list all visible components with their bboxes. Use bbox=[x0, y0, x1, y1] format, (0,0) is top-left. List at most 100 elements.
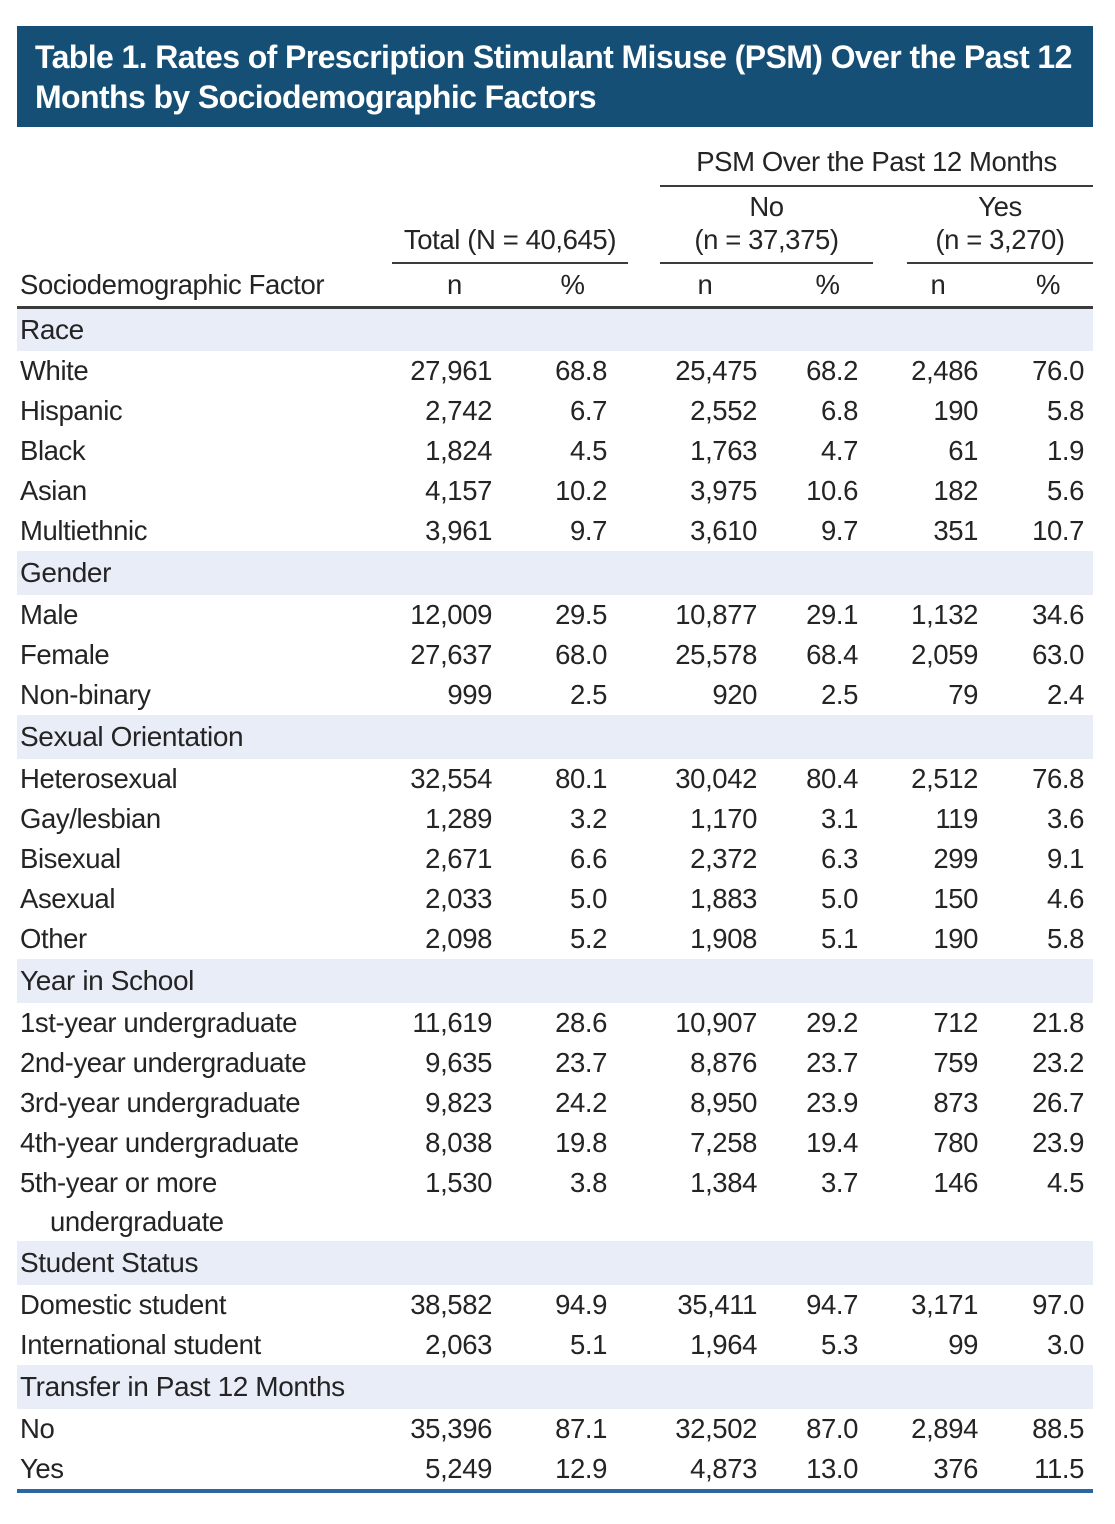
no-group-n: (n = 37,375) bbox=[694, 224, 839, 255]
factor-label: Asian bbox=[20, 475, 87, 506]
no-pct-cell: 6.8 bbox=[820, 395, 858, 426]
total-n-cell: 2,671 bbox=[425, 843, 492, 874]
no-pct-cell: 29.2 bbox=[806, 1007, 858, 1038]
factor-cell: White bbox=[17, 351, 392, 391]
factor-label: 1st-year undergraduate bbox=[20, 1007, 298, 1038]
yes-group-header: Yes (n = 3,270) bbox=[873, 187, 1093, 264]
yes-pct-cell: 63.0 bbox=[1032, 639, 1084, 670]
no-pct-cell: 10.6 bbox=[806, 475, 858, 506]
total-n-cell: 27,961 bbox=[410, 355, 492, 386]
yes-n-cell: 351 bbox=[933, 515, 978, 546]
total-n-cell: 2,098 bbox=[425, 923, 492, 954]
yes-n-cell: 376 bbox=[933, 1453, 978, 1484]
stat-header-row: Sociodemographic Factor n % n % n % bbox=[17, 264, 1093, 309]
factor-cell: 2nd-year undergraduate bbox=[17, 1043, 392, 1083]
yes-pct-cell: 9.1 bbox=[1046, 843, 1084, 874]
factor-cell: Other bbox=[17, 919, 392, 959]
total-n-cell: 38,582 bbox=[410, 1289, 492, 1320]
factor-label: 5th-year or more bbox=[20, 1167, 217, 1198]
no-pct-cell: 23.7 bbox=[806, 1047, 858, 1078]
total-pct-cell: 6.6 bbox=[569, 843, 607, 874]
total-n-cell: 11,619 bbox=[412, 1007, 492, 1038]
table-row-sexual-orientation-0: Heterosexual 32,554 80.1 30,042 80.4 2,512 76.… bbox=[17, 759, 1093, 799]
total-n-cell: 1,289 bbox=[425, 803, 492, 834]
total-n-cell: 35,396 bbox=[410, 1413, 492, 1444]
no-group-rule: No (n = 37,375) bbox=[660, 190, 873, 264]
factor-label: Asexual bbox=[20, 883, 116, 914]
no-n-cell: 30,042 bbox=[675, 763, 757, 794]
yes-pct-cell: 3.0 bbox=[1046, 1329, 1084, 1360]
yes-pct-cell: 23.2 bbox=[1032, 1047, 1084, 1078]
yes-pct-cell: 5.6 bbox=[1046, 475, 1084, 506]
total-n-cell: 5,249 bbox=[425, 1453, 492, 1484]
table-row-race-3: Asian 4,157 10.2 3,975 10.6 182 5.6 bbox=[17, 471, 1093, 511]
yes-pct-cell: 11.5 bbox=[1034, 1453, 1084, 1484]
total-n-cell: 27,637 bbox=[410, 639, 492, 670]
total-pct-cell: 80.1 bbox=[555, 763, 607, 794]
no-pct-cell: 4.7 bbox=[820, 435, 858, 466]
group-header-row: Total (N = 40,645) No (n = 37,375) Yes (… bbox=[17, 187, 1093, 264]
no-n-cell: 3,610 bbox=[690, 515, 757, 546]
table-row-gender-1: Female 27,637 68.0 25,578 68.4 2,059 63.0 bbox=[17, 635, 1093, 675]
total-n-header: n bbox=[392, 264, 497, 309]
total-pct-cell: 9.7 bbox=[569, 515, 607, 546]
table-row-race-1: Hispanic 2,742 6.7 2,552 6.8 190 5.8 bbox=[17, 391, 1093, 431]
factor-cell: Yes bbox=[17, 1449, 392, 1491]
total-n-cell: 4,157 bbox=[425, 475, 492, 506]
section-label: Sexual Orientation bbox=[17, 715, 1093, 759]
yes-pct-cell: 76.8 bbox=[1032, 763, 1084, 794]
table-row-sexual-orientation-4: Other 2,098 5.2 1,908 5.1 190 5.8 bbox=[17, 919, 1093, 959]
yes-n-cell: 61 bbox=[948, 435, 978, 466]
factor-cell: 1st-year undergraduate bbox=[17, 1003, 392, 1043]
factor-label: International student bbox=[20, 1329, 261, 1360]
section-label: Year in School bbox=[17, 959, 1093, 1003]
yes-pct-cell: 26.7 bbox=[1032, 1087, 1084, 1118]
total-pct-cell: 68.0 bbox=[555, 639, 607, 670]
factor-label: Gay/lesbian bbox=[20, 803, 161, 834]
no-pct-cell: 5.1 bbox=[820, 923, 858, 954]
factor-label: White bbox=[20, 355, 89, 386]
yes-pct-cell: 3.6 bbox=[1046, 803, 1084, 834]
yes-n-cell: 3,171 bbox=[911, 1289, 978, 1320]
no-pct-cell: 87.0 bbox=[806, 1413, 858, 1444]
yes-n-cell: 2,894 bbox=[911, 1413, 978, 1444]
total-n-cell: 2,742 bbox=[425, 395, 492, 426]
yes-pct-cell: 4.6 bbox=[1046, 883, 1084, 914]
factor-label: Other bbox=[20, 923, 87, 954]
group-blank-cell bbox=[17, 187, 392, 264]
yes-n-cell: 119 bbox=[935, 803, 978, 834]
no-pct-header: % bbox=[762, 264, 873, 309]
factor-label: Heterosexual bbox=[20, 763, 178, 794]
total-n-cell: 9,823 bbox=[425, 1087, 492, 1118]
total-n-cell: 1,824 bbox=[425, 435, 492, 466]
factor-label: Female bbox=[20, 639, 110, 670]
no-n-cell: 2,372 bbox=[690, 843, 757, 874]
no-n-cell: 1,883 bbox=[690, 883, 757, 914]
total-pct-cell: 3.2 bbox=[569, 803, 607, 834]
factor-label: Domestic student bbox=[20, 1289, 227, 1320]
total-n-cell: 12,009 bbox=[410, 599, 492, 630]
section-header-year-in-school: Year in School bbox=[17, 959, 1093, 1003]
no-pct-cell: 19.4 bbox=[806, 1127, 858, 1158]
no-pct-cell: 3.1 bbox=[820, 803, 858, 834]
yes-pct-cell: 88.5 bbox=[1032, 1413, 1084, 1444]
total-pct-cell: 10.2 bbox=[555, 475, 607, 506]
table-row-sexual-orientation-2: Bisexual 2,671 6.6 2,372 6.3 299 9.1 bbox=[17, 839, 1093, 879]
table-row-race-0: White 27,961 68.8 25,475 68.2 2,486 76.0 bbox=[17, 351, 1093, 391]
factor-cell: Multiethnic bbox=[17, 511, 392, 551]
psm-spanner-header: PSM Over the Past 12 Months bbox=[628, 127, 1093, 187]
no-n-cell: 1,908 bbox=[690, 923, 757, 954]
yes-pct-cell: 10.7 bbox=[1032, 515, 1084, 546]
total-pct-cell: 87.1 bbox=[555, 1413, 607, 1444]
sociodemographic-table: PSM Over the Past 12 Months Total (N = 4… bbox=[17, 127, 1093, 1493]
total-pct-cell: 3.8 bbox=[569, 1167, 607, 1198]
no-n-cell: 25,475 bbox=[675, 355, 757, 386]
no-n-cell: 8,876 bbox=[690, 1047, 757, 1078]
yes-n-cell: 873 bbox=[933, 1087, 978, 1118]
no-n-cell: 8,950 bbox=[690, 1087, 757, 1118]
spanner-header-row: PSM Over the Past 12 Months bbox=[17, 127, 1093, 187]
table-body: Race White 27,961 68.8 25,475 68.2 2,486 76.0 Hi… bbox=[17, 307, 1093, 1491]
no-group-header: No (n = 37,375) bbox=[628, 187, 873, 264]
factor-label: Bisexual bbox=[20, 843, 121, 874]
no-n-cell: 1,763 bbox=[690, 435, 757, 466]
